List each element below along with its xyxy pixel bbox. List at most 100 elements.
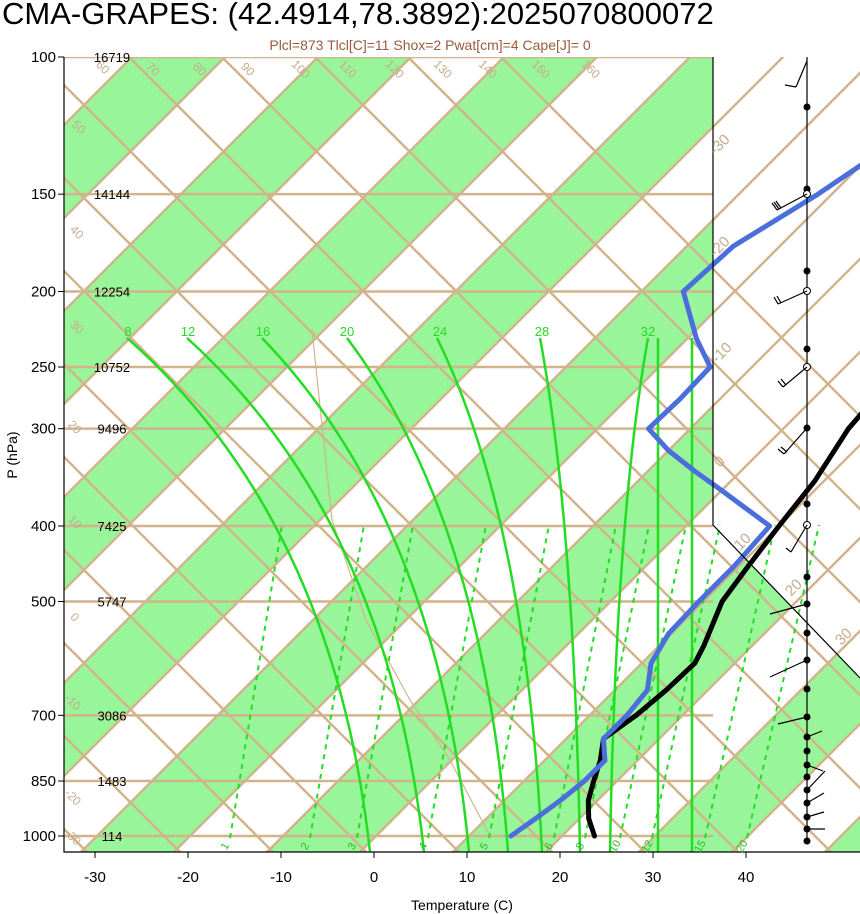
wind-level-dot [803,267,811,275]
y-tick-label: 1000 [23,828,56,845]
y-tick-label: 700 [31,707,56,724]
wind-level-dot [803,773,811,781]
mixing-ratio-label: 20 [734,838,751,855]
isotherm-line [79,71,860,852]
dry-adiabat-line [64,176,739,852]
wind-barb [785,524,808,553]
isotherm-line [265,257,860,852]
wind-barb [806,764,824,772]
moist-adiabat-line [538,337,582,852]
height-label: 3086 [98,708,127,723]
isotherm-line [637,629,860,852]
x-tick-label: -10 [270,869,292,886]
wind-level-dot [803,747,811,755]
dry-adiabat-label: 40 [67,222,87,242]
isotherm-line [64,57,506,499]
isotherm-line [64,57,227,220]
moist-adiabat-label: 28 [535,324,549,339]
dry-adiabat-line [64,641,274,852]
wind-barb [771,193,808,211]
x-tick-label: 20 [552,869,569,886]
mixing-ratio-line [584,524,650,839]
dry-adiabat-label: 130 [431,57,455,81]
x-tick-label: -30 [84,869,106,886]
mixing-ratio-label: 2 [299,841,312,852]
y-tick-label: 250 [31,359,56,376]
y-tick-label: 300 [31,421,56,438]
dry-adiabat-line [64,362,553,852]
sounding-traces [508,162,860,839]
mixing-ratio-line [356,524,414,839]
wind-level-dot [803,837,811,845]
plot-frame [63,57,860,853]
chart-subtitle: Plcl=873 Tlcl[C]=11 Shox=2 Pwat[cm]=4 Ca… [269,37,591,53]
mixing-ratio-label: 8 [574,841,587,852]
dry-adiabat-line [313,57,860,604]
mixing-ratio-line [229,524,283,839]
moist-adiabat-line [126,337,372,852]
x-tick-label: 0 [370,869,378,886]
isotherm-line [64,57,692,685]
mixing-ratio-label: 10 [607,838,624,855]
isotherm-line [172,164,860,852]
wind-barb [806,730,823,738]
moist-adiabat-line [186,337,426,852]
x-axis-label: Temperature (C) [411,897,513,913]
y-tick-label: 850 [31,773,56,790]
moist-adiabat-label: 16 [256,324,270,339]
plot-frame-right [712,57,860,679]
dry-adiabat-line [64,269,646,852]
dry-adiabat-line [64,83,832,852]
wind-barb [806,792,825,804]
height-label: 14144 [94,187,130,202]
wind-level-dot [803,103,811,111]
isotherm-label: -30 [706,131,733,158]
dry-adiabat-line [64,548,367,852]
y-axis-label: P (hPa) [4,431,20,478]
height-label: 7425 [98,519,127,534]
wind-barb [777,366,808,388]
wind-barb [773,290,808,305]
height-label: 1483 [98,774,127,789]
wind-barb-column [769,57,826,845]
height-label: 114 [102,829,123,844]
isotherm-line [64,57,413,406]
mixing-ratio-label: 5 [478,841,491,852]
x-tick-label: 40 [738,869,755,886]
y-tick-label: 500 [31,593,56,610]
moist-adiabat-label: 20 [340,324,354,339]
dewpoint-trace [508,162,860,839]
chart-title: CMA-GRAPES: (42.4914,78.3892):2025070800… [2,0,714,31]
wind-level-dot [803,629,811,637]
mixing-ratio-line [553,524,617,839]
y-tick-label: 150 [31,186,56,203]
wind-barb [784,60,808,88]
dry-adiabat-line [127,57,860,790]
mixing-ratio-line [704,524,776,839]
y-tick-label: 100 [31,49,56,66]
isotherm-label: 30 [832,625,856,649]
dry-adiabat-line [406,57,860,511]
mixing-ratio-line [619,524,687,839]
wind-barb [806,770,826,791]
dry-adiabat-line [220,57,860,697]
wind-barb [777,427,808,455]
moist-adiabat-line [346,337,510,852]
isotherm-band [64,57,633,852]
isotherm-line [64,57,785,778]
moist-adiabat-line [435,337,544,852]
dry-adiabat-line [499,57,860,418]
moist-adiabat-label: 12 [181,324,195,339]
dry-adiabat-line [64,455,460,852]
isotherm-line [451,443,860,852]
grid-lines [64,57,860,852]
moist-adiabat-label: 8 [124,324,131,339]
mixing-ratio-label: 4 [417,841,430,852]
isotherm-line [544,536,860,852]
mixing-ratio-line [746,524,820,839]
moist-adiabat-line [261,337,471,852]
wind-level-dot [803,685,811,693]
isotherm-line [64,57,320,313]
y-tick-label: 400 [31,518,56,535]
height-label: 16719 [94,50,130,65]
